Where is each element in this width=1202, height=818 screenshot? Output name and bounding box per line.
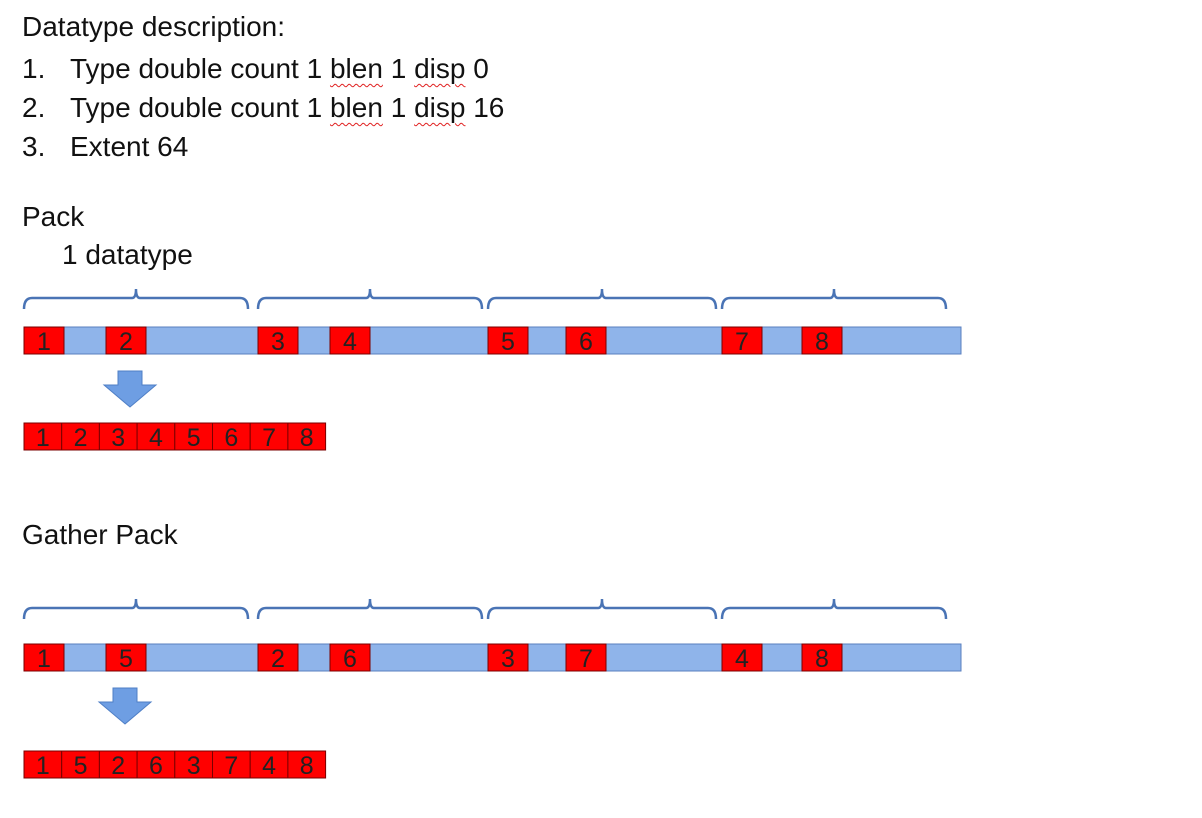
data-cell <box>249 422 289 451</box>
data-cell-label: 5 <box>187 424 201 452</box>
data-cell <box>23 750 63 779</box>
data-cell-label: 2 <box>271 645 285 673</box>
data-cell <box>23 422 63 451</box>
data-cell <box>249 750 289 779</box>
data-cell <box>23 326 65 355</box>
data-cell <box>61 422 100 451</box>
data-cell-label: 8 <box>300 424 314 452</box>
data-cell <box>257 326 299 355</box>
data-cell <box>721 326 763 355</box>
data-cell-label: 4 <box>149 424 163 452</box>
data-cell <box>487 643 529 672</box>
description-item-number: 3. <box>22 131 46 162</box>
data-cell-label: 7 <box>735 328 749 356</box>
data-cell-label: 8 <box>300 752 314 780</box>
data-cell <box>61 750 100 779</box>
brace-datatype <box>486 598 718 620</box>
brace-datatype <box>256 598 484 620</box>
data-cell <box>105 326 147 355</box>
data-cell-label: 1 <box>36 424 50 452</box>
data-cell-label: 5 <box>119 645 133 673</box>
data-cell <box>174 422 214 451</box>
data-cell-label: 6 <box>343 645 357 673</box>
gather-pack-section-title: Gather Pack <box>22 519 178 550</box>
data-cell <box>329 326 371 355</box>
spelling-flag: disp <box>414 92 466 123</box>
data-cell <box>565 643 607 672</box>
data-cell-label: 8 <box>815 328 829 356</box>
description-title: Datatype description: <box>22 11 286 42</box>
data-cell-label: 3 <box>271 328 285 356</box>
data-cell-label: 7 <box>262 424 276 452</box>
datatype-extent-label: 1 datatype <box>62 239 193 270</box>
data-cell <box>287 750 327 779</box>
down-arrow <box>102 370 158 408</box>
data-cell-label: 3 <box>501 645 515 673</box>
data-cell <box>565 326 607 355</box>
down-arrow <box>97 687 153 725</box>
data-cell <box>174 750 214 779</box>
data-cell-label: 8 <box>815 645 829 673</box>
pack-section-title: Pack <box>22 201 85 232</box>
description-item-number: 1. <box>22 53 46 84</box>
description-item-1: 1. Type double count 1 blen 1 disp 0 <box>22 53 489 84</box>
brace-datatype <box>720 598 948 620</box>
data-cell-label: 4 <box>343 328 357 356</box>
brace-datatype <box>720 288 948 310</box>
data-cell-label: 6 <box>579 328 593 356</box>
description-item-2: 2. Type double count 1 blen 1 disp 16 <box>22 92 505 123</box>
brace-datatype <box>256 288 484 310</box>
data-cell-label: 2 <box>111 752 125 780</box>
data-cell <box>801 326 843 355</box>
data-cell-label: 5 <box>501 328 515 356</box>
spelling-flag: blen <box>329 92 383 123</box>
data-cell <box>287 422 327 451</box>
data-cell-label: 1 <box>36 752 50 780</box>
description-item-3: 3. Extent 64 <box>22 131 189 162</box>
data-cell-label: 6 <box>224 424 238 452</box>
data-cell-label: 2 <box>119 328 133 356</box>
data-cell <box>136 750 176 779</box>
data-cell <box>23 643 65 672</box>
data-cell-label: 1 <box>37 645 51 673</box>
description-list: 1. Type double count 1 blen 1 disp 0 2. Ty… <box>22 52 504 169</box>
data-cell <box>212 750 251 779</box>
brace-datatype <box>22 288 250 310</box>
data-cell <box>136 422 176 451</box>
description-item-number: 2. <box>22 92 46 123</box>
data-cell <box>801 643 843 672</box>
brace-datatype <box>22 598 250 620</box>
data-cell <box>212 422 251 451</box>
data-cell-label: 3 <box>187 752 201 780</box>
data-cell-label: 2 <box>74 424 88 452</box>
data-cell <box>257 643 299 672</box>
data-cell-label: 7 <box>224 752 238 780</box>
brace-datatype <box>486 288 718 310</box>
data-cell-label: 7 <box>579 645 593 673</box>
data-cell-label: 5 <box>74 752 88 780</box>
spelling-flag: blen <box>329 53 383 84</box>
data-cell-label: 4 <box>262 752 276 780</box>
data-cell <box>329 643 371 672</box>
spelling-flag: disp <box>414 53 466 84</box>
data-cell-label: 6 <box>149 752 163 780</box>
data-cell <box>105 643 147 672</box>
data-cell <box>721 643 763 672</box>
data-cell-label: 3 <box>111 424 125 452</box>
data-cell-label: 1 <box>37 328 51 356</box>
data-cell-label: 4 <box>735 645 749 673</box>
data-cell <box>98 422 138 451</box>
data-cell <box>487 326 529 355</box>
